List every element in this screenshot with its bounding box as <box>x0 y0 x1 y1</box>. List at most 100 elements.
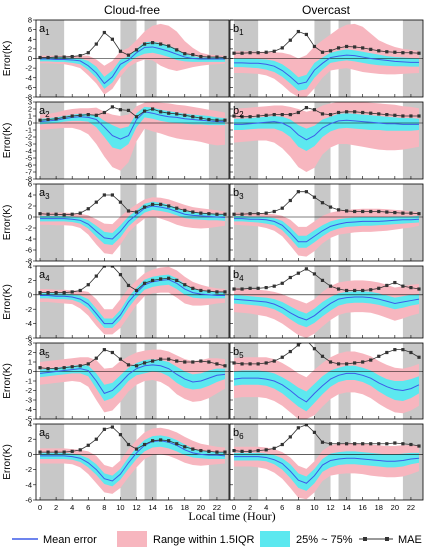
x-tick-label: 8 <box>296 503 300 512</box>
mae-marker <box>361 442 365 446</box>
mae-marker <box>280 113 284 117</box>
mae-marker <box>183 445 187 449</box>
mae-marker <box>401 51 405 55</box>
mae-marker <box>240 362 244 366</box>
mae-marker <box>393 211 397 215</box>
panels: -8-6-4-202468a1Error(K)b1-8-7-6-5-4-3-2-… <box>2 16 424 512</box>
mae-marker <box>46 367 50 371</box>
mae-marker <box>151 359 155 363</box>
mae-marker <box>345 288 349 293</box>
mae-marker <box>417 212 421 216</box>
panel-label: b6 <box>233 427 244 441</box>
mae-marker <box>134 364 139 368</box>
y-tick-label: 4 <box>28 262 32 271</box>
mae-marker <box>345 44 349 49</box>
x-tick-label: 18 <box>181 503 189 512</box>
x-tick-label: 22 <box>213 503 221 512</box>
mae-marker <box>159 202 163 206</box>
mae-marker <box>126 209 131 213</box>
y-tick-label: 1 <box>28 112 32 121</box>
legend-mean-error-label: Mean error <box>43 534 97 546</box>
mae-marker <box>191 286 195 290</box>
mae-marker <box>86 362 90 366</box>
mae-marker <box>288 198 292 203</box>
column-title-cloud-free: Cloud-free <box>104 3 160 17</box>
mae-marker <box>54 450 58 454</box>
mae-marker <box>142 109 147 113</box>
panel-label: a3 <box>39 187 50 201</box>
mae-marker <box>118 49 123 53</box>
y-tick-label: -1 <box>25 126 32 135</box>
mae-marker <box>126 442 131 447</box>
mae-marker <box>345 442 349 446</box>
mae-marker <box>207 289 211 293</box>
mae-marker <box>320 201 325 205</box>
y-axis-label: Error(K) <box>2 363 13 399</box>
mae-marker <box>199 359 203 363</box>
mae-marker <box>62 213 66 217</box>
mae-marker <box>320 50 325 54</box>
mae-marker <box>118 357 123 361</box>
y-tick-label: -2 <box>25 133 32 142</box>
mae-marker <box>256 449 260 453</box>
x-tick-label: 0 <box>38 503 42 512</box>
mae-marker <box>46 212 50 216</box>
y-axis-label: Error(K) <box>2 205 13 241</box>
mae-marker <box>377 286 381 290</box>
mae-marker <box>223 364 227 368</box>
mae-marker <box>336 362 341 366</box>
panel-frame <box>229 101 424 180</box>
mae-marker <box>215 212 219 216</box>
iqr-band <box>234 365 419 412</box>
mae-marker <box>393 280 397 285</box>
plot-area <box>230 102 423 179</box>
mae-marker <box>272 113 276 117</box>
mae-marker <box>240 51 244 55</box>
mae-marker <box>70 290 74 294</box>
mae-marker <box>304 106 308 110</box>
mae-marker <box>256 114 260 118</box>
mae-marker <box>159 110 163 114</box>
mean-error-line <box>234 119 419 141</box>
mean-error-line <box>40 279 225 325</box>
y-tick-label: -4 <box>25 235 32 244</box>
y-tick-label: -8 <box>25 257 32 266</box>
y-tick-label: 2 <box>28 276 32 285</box>
mae-marker <box>102 348 106 352</box>
mae-marker <box>264 50 268 54</box>
mae-marker <box>280 442 284 447</box>
mae-marker <box>240 115 244 119</box>
mae-marker <box>353 209 357 214</box>
mae-marker <box>167 357 171 361</box>
mean-error-line <box>40 440 226 482</box>
mae-marker <box>401 114 405 118</box>
mae-marker <box>248 115 252 119</box>
mae-marker <box>159 42 163 46</box>
mae-marker <box>256 51 260 55</box>
mae-marker <box>38 212 42 216</box>
mae-marker <box>78 113 82 117</box>
mae-marker <box>385 210 389 214</box>
mae-marker <box>175 278 179 282</box>
mae-marker <box>175 48 179 52</box>
mae-marker <box>393 348 397 352</box>
panel-b4: b4 <box>229 265 424 339</box>
mae-marker <box>248 362 252 366</box>
plot-area <box>230 424 423 500</box>
mae-marker <box>264 211 268 215</box>
y-tick-label: -3 <box>25 140 32 149</box>
mae-marker <box>159 277 163 281</box>
legend-range-swatch <box>117 531 147 547</box>
mae-marker <box>240 212 244 216</box>
mae-marker <box>296 190 300 194</box>
mae-marker <box>272 359 276 363</box>
y-axis-label: Error(K) <box>2 41 13 77</box>
mae-marker <box>336 287 341 291</box>
y-tick-label: -1 <box>25 377 32 386</box>
panel-label: b3 <box>233 187 244 201</box>
mae-marker <box>191 53 195 57</box>
panel-a6: -6 -4 -2 0 2 4 0 2 4 6 8 10 12 14 16 18 20 22 a6 Error(K) <box>2 420 230 512</box>
mae-marker <box>78 448 82 452</box>
mae-marker <box>369 442 373 446</box>
